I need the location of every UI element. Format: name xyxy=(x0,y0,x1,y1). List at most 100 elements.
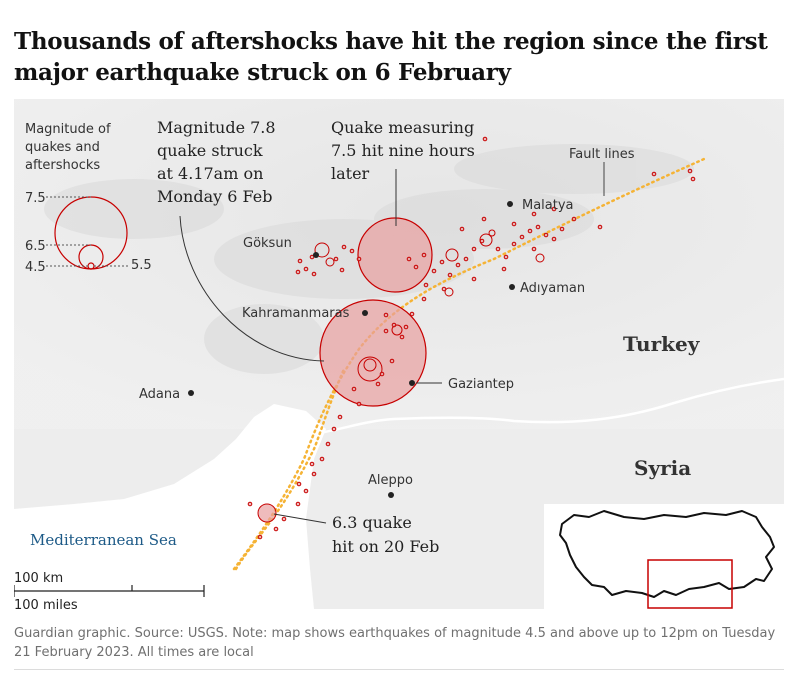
aftershock-dot xyxy=(281,516,287,522)
quake-circle xyxy=(488,229,496,237)
main-quake-annotation: Magnitude 7.8 quake struck at 4.17am on … xyxy=(157,118,281,206)
aftershock-dot xyxy=(519,234,525,240)
second-quake-line-1: Quake measuring xyxy=(331,118,474,137)
aftershock-dot xyxy=(441,286,447,292)
aftershock-dot xyxy=(341,244,347,250)
aftershock-dot xyxy=(527,228,533,234)
quake-circle xyxy=(391,324,403,336)
aftershock-dot xyxy=(535,224,541,230)
aftershock-dot xyxy=(349,248,355,254)
aftershock-dot xyxy=(511,221,517,227)
aftershock-dot xyxy=(247,501,253,507)
quake-circle xyxy=(363,358,377,372)
aftershock-dot xyxy=(295,501,301,507)
aftershock-dot xyxy=(331,426,337,432)
aftershock-dot xyxy=(531,246,537,252)
aftershock-dot xyxy=(319,456,325,462)
aftershock-dot xyxy=(339,267,345,273)
goksun-dot xyxy=(313,252,319,258)
aftershock-dot xyxy=(459,226,465,232)
aftershock-dot xyxy=(296,481,302,487)
scale-miles-label: 100 miles xyxy=(14,598,78,609)
second-quake-annotation: Quake measuring 7.5 hit nine hours later xyxy=(331,118,480,183)
syria-label: Syria xyxy=(634,456,691,480)
aftershock-dot xyxy=(399,334,405,340)
quake-circle xyxy=(325,257,335,267)
aftershock-dot xyxy=(690,176,696,182)
scale-km-label: 100 km xyxy=(14,571,63,586)
aftershock-dot xyxy=(379,371,385,377)
aleppo-dot xyxy=(388,492,394,498)
terrain-shading xyxy=(44,144,694,374)
aftershock-dot xyxy=(463,256,469,262)
aftershock-dot xyxy=(295,269,301,275)
aftershock-dot xyxy=(389,358,395,364)
inset-locator-map xyxy=(544,504,784,609)
place-markers xyxy=(188,201,515,498)
feb20-quake-annotation: 6.3 quake hit on 20 Feb xyxy=(332,513,439,556)
quake-circle xyxy=(444,287,454,297)
legend-title-line-3: aftershocks xyxy=(25,158,100,173)
adana-label: Adana xyxy=(139,387,180,402)
main-quake-line-1: Magnitude 7.8 xyxy=(157,118,276,137)
second-quake-line-3: later xyxy=(331,164,370,183)
aftershock-dot xyxy=(511,241,517,247)
main-quake-line-3: at 4.17am on xyxy=(157,164,263,183)
feb20-quake-leader xyxy=(273,513,327,524)
source-note: Guardian graphic. Source: USGS. Note: ma… xyxy=(14,626,776,660)
aftershock-dot xyxy=(687,168,693,174)
aftershock-dot xyxy=(559,226,565,232)
aftershock-dot xyxy=(495,246,501,252)
aftershock-dot xyxy=(409,311,415,317)
aftershock-dot xyxy=(333,256,339,262)
aftershock-dot xyxy=(337,414,343,420)
gaziantep-label: Gaziantep xyxy=(448,377,514,392)
legend-label-4-5: 4.5 xyxy=(25,260,46,275)
aftershock-dot xyxy=(571,216,577,222)
adana-dot xyxy=(188,390,194,396)
aftershock-dot xyxy=(297,258,303,264)
aftershock-dot xyxy=(356,401,362,407)
aftershock-dot xyxy=(423,282,429,288)
feb20-quake-line-1: 6.3 quake xyxy=(332,513,412,532)
magnitude-legend: Magnitude of quakes and aftershocks 7.5 … xyxy=(25,122,152,275)
aftershock-dot xyxy=(311,271,317,277)
sea-label: Mediterranean Sea xyxy=(30,531,177,549)
legend-label-6-5: 6.5 xyxy=(25,239,46,254)
aftershock-dot xyxy=(503,254,509,260)
aftershock-dot xyxy=(431,268,437,274)
scale-bar: 100 km 100 miles xyxy=(14,571,205,609)
aftershock-dot xyxy=(421,296,427,302)
aftershock-dot xyxy=(479,238,485,244)
aftershock-dot xyxy=(413,264,419,270)
aftershock-dot xyxy=(403,324,409,330)
goksun-label: Göksun xyxy=(243,236,292,251)
feb20-quake-line-2: hit on 20 Feb xyxy=(332,537,439,556)
aftershock-dot xyxy=(303,488,309,494)
turkey-label: Turkey xyxy=(623,332,701,356)
kahramanmaras-dot xyxy=(362,310,368,316)
aftershock-dot xyxy=(311,471,317,477)
main-quake-leader xyxy=(179,215,325,362)
aftershock-dot xyxy=(273,526,279,532)
aftershock-dot xyxy=(531,211,537,217)
aftershock-dot xyxy=(471,246,477,252)
aftershock-dot xyxy=(391,322,397,328)
quake-circle xyxy=(535,253,545,263)
legend-title: Magnitude of quakes and aftershocks xyxy=(25,122,115,173)
aftershock-dot xyxy=(257,534,263,540)
aftershock-dot xyxy=(481,216,487,222)
border-line xyxy=(313,377,784,436)
legend-label-7-5: 7.5 xyxy=(25,191,46,206)
aftershock-dot xyxy=(543,232,549,238)
legend-title-line-2: quakes and xyxy=(25,140,100,155)
aftershock-dot xyxy=(309,461,315,467)
aftershock-dot xyxy=(325,441,331,447)
second-quake-line-2: 7.5 hit nine hours xyxy=(331,141,475,160)
aftershock-dot xyxy=(421,252,427,258)
legend-label-5-5: 5.5 xyxy=(131,258,152,273)
headline: Thousands of aftershocks have hit the re… xyxy=(14,28,768,86)
aftershock-dot xyxy=(651,171,657,177)
aftershock-dot xyxy=(406,256,412,262)
bottom-rule xyxy=(14,669,784,670)
